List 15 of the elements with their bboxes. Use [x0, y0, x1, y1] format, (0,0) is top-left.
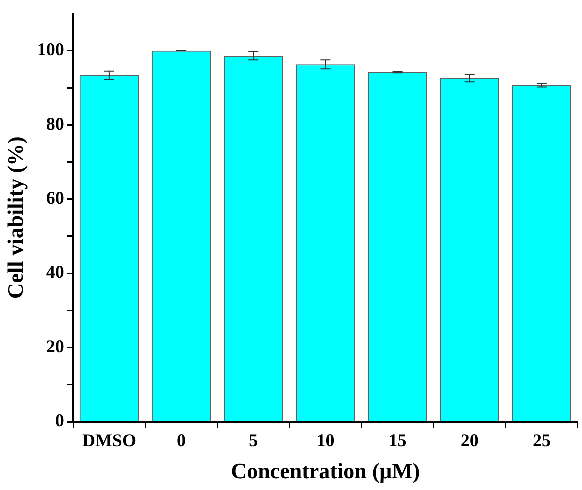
x-tick-label: 10	[316, 430, 335, 450]
x-tick-label: 25	[532, 430, 551, 450]
x-tick-label: 15	[388, 430, 407, 450]
y-tick-label: 40	[46, 262, 64, 282]
x-tick-label: 0	[177, 430, 186, 450]
x-tick-label: 20	[460, 430, 479, 450]
y-tick-label: 100	[37, 40, 64, 60]
y-tick-label: 80	[46, 114, 64, 134]
x-tick-label: 5	[249, 430, 258, 450]
x-axis-title: Concentration (μM)	[231, 458, 420, 484]
y-tick-label: 0	[55, 410, 64, 431]
y-axis-title: Cell viability (%)	[2, 136, 28, 300]
y-tick-label: 20	[46, 336, 64, 356]
x-tick-label: DMSO	[82, 430, 136, 450]
y-tick-label: 60	[46, 188, 64, 208]
